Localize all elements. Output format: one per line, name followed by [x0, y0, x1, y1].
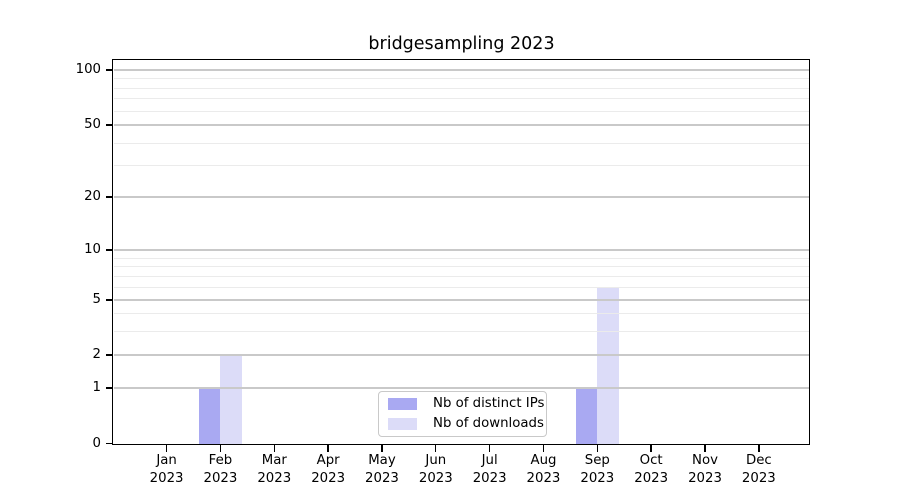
major-gridline — [113, 354, 810, 356]
month-label: Jun — [425, 453, 447, 468]
major-gridline — [113, 69, 810, 71]
major-gridline — [113, 124, 810, 126]
x-tick-label-apr: Apr 2023 — [293, 452, 363, 487]
legend-swatch-downloads — [388, 418, 417, 430]
x-tick-label-jan: Jan 2023 — [132, 452, 202, 487]
chart-title: bridgesampling 2023 — [368, 34, 555, 54]
minor-gridline — [113, 330, 810, 332]
legend-label-downloads: Nb of downloads — [433, 416, 544, 431]
month-label: Jul — [481, 453, 498, 468]
y-axis-tick — [105, 69, 113, 71]
x-axis-tick — [327, 444, 329, 452]
x-axis-tick — [596, 444, 598, 452]
year-label: 2023 — [580, 470, 615, 486]
year-label: 2023 — [472, 470, 507, 486]
year-label: 2023 — [203, 470, 238, 486]
legend: Nb of distinct IPs Nb of downloads — [378, 391, 547, 437]
year-label: 2023 — [365, 470, 399, 486]
bar-distinct-ips-sep — [575, 388, 598, 444]
x-tick-label-mar: Mar 2023 — [239, 452, 309, 487]
y-axis-tick — [105, 387, 113, 389]
y-tick-label: 10 — [84, 242, 101, 257]
year-label: 2023 — [688, 470, 722, 486]
minor-gridline — [113, 286, 810, 288]
x-axis-tick — [165, 444, 168, 452]
bar-distinct-ips-feb — [198, 388, 221, 444]
major-gridline — [113, 299, 810, 301]
bar-downloads-feb — [220, 355, 242, 444]
month-label: Sep — [584, 453, 610, 468]
x-axis-tick — [488, 444, 491, 452]
x-tick-label-nov: Nov 2023 — [670, 452, 740, 487]
x-tick-label-sep: Sep 2023 — [562, 452, 632, 487]
y-tick-label: 50 — [84, 117, 101, 132]
year-label: 2023 — [526, 470, 561, 486]
major-gridline — [113, 196, 810, 198]
month-label: Apr — [316, 453, 340, 468]
legend-label-distinct-ips: Nb of distinct IPs — [433, 396, 545, 411]
year-label: 2023 — [741, 470, 776, 486]
month-label: Oct — [639, 453, 663, 468]
minor-gridline — [113, 275, 810, 277]
year-label: 2023 — [257, 470, 292, 486]
y-axis-tick — [105, 249, 113, 251]
month-label: Dec — [745, 453, 772, 468]
x-tick-label-oct: Oct 2023 — [616, 452, 686, 487]
minor-gridline — [113, 165, 810, 167]
x-axis-tick — [650, 444, 652, 452]
month-label: Jan — [156, 453, 177, 468]
x-axis-tick — [758, 444, 760, 452]
y-tick-label: 0 — [92, 435, 101, 451]
month-label: Feb — [208, 453, 233, 468]
minor-gridline — [113, 142, 810, 144]
y-axis-tick — [105, 196, 113, 198]
y-tick-label: 1 — [92, 380, 101, 395]
y-tick-label: 5 — [92, 292, 101, 307]
bar-downloads-sep — [597, 286, 619, 444]
minor-gridline — [113, 110, 810, 112]
x-axis-tick — [381, 444, 383, 452]
major-gridline — [113, 249, 810, 251]
y-tick-label: 2 — [92, 347, 101, 362]
month-label: May — [368, 453, 396, 468]
year-label: 2023 — [311, 470, 346, 486]
x-tick-label-feb: Feb 2023 — [185, 452, 255, 487]
y-axis-tick — [105, 354, 113, 356]
month-label: Nov — [692, 453, 718, 468]
minor-gridline — [113, 87, 810, 89]
y-tick-label: 20 — [84, 189, 101, 204]
x-axis-tick — [435, 444, 437, 452]
x-axis-tick — [273, 444, 275, 452]
x-axis-tick — [704, 444, 706, 452]
legend-entry-distinct-ips: Nb of distinct IPs — [388, 397, 544, 411]
year-label: 2023 — [149, 470, 184, 486]
y-axis-tick — [105, 442, 113, 445]
minor-gridline — [113, 98, 810, 100]
minor-gridline — [113, 257, 810, 259]
year-label: 2023 — [418, 470, 453, 486]
x-tick-label-jun: Jun 2023 — [401, 452, 471, 487]
y-axis-tick — [105, 299, 113, 301]
legend-swatch-distinct-ips — [388, 398, 417, 410]
x-tick-label-aug: Aug 2023 — [508, 452, 578, 487]
x-tick-label-dec: Dec 2023 — [724, 452, 794, 487]
month-label: Mar — [261, 453, 287, 468]
x-axis-tick — [219, 444, 222, 452]
month-label: Aug — [530, 453, 557, 468]
major-gridline — [113, 387, 810, 389]
y-axis-tick — [105, 124, 113, 126]
x-tick-label-may: May 2023 — [347, 452, 417, 487]
minor-gridline — [113, 266, 810, 268]
x-tick-label-jul: Jul 2023 — [455, 452, 525, 487]
year-label: 2023 — [634, 470, 669, 486]
x-axis-tick — [542, 444, 545, 452]
minor-gridline — [113, 313, 810, 315]
legend-entry-downloads: Nb of downloads — [388, 417, 544, 431]
y-tick-label: 100 — [75, 62, 101, 77]
minor-gridline — [113, 78, 810, 80]
